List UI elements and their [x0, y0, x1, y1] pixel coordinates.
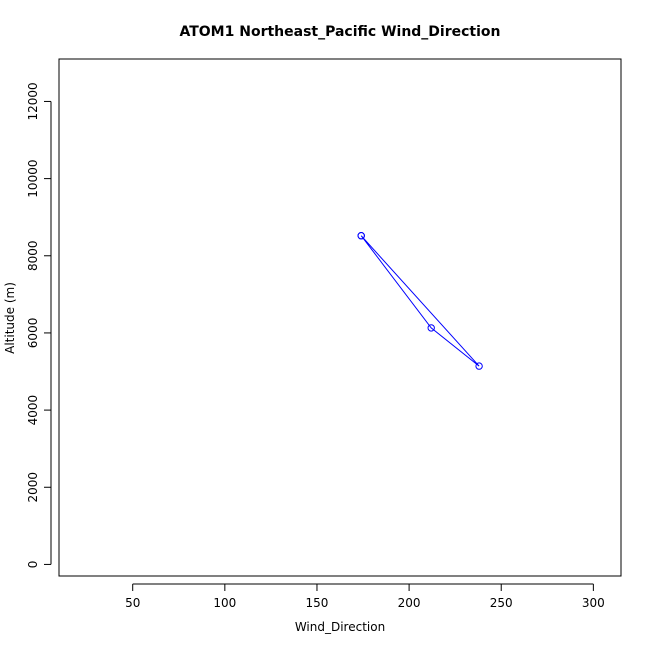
- y-tick-label: 10000: [26, 160, 40, 198]
- chart-title: ATOM1 Northeast_Pacific Wind_Direction: [179, 24, 500, 40]
- y-tick-label: 0: [26, 561, 40, 569]
- y-tick-label: 2000: [26, 472, 40, 503]
- y-axis: 0 2000 4000 6000 8000 10000 12000: [26, 82, 52, 569]
- y-tick-label: 8000: [26, 240, 40, 271]
- x-tick-label: 250: [490, 596, 513, 610]
- y-axis-label: Altitude (m): [3, 282, 17, 354]
- data-point: [357, 232, 365, 240]
- data-point: [475, 362, 483, 370]
- series-line: [360, 235, 480, 367]
- x-tick-label: 150: [306, 596, 329, 610]
- x-axis-label: Wind_Direction: [295, 620, 385, 634]
- series-layer: [357, 232, 483, 370]
- plot-frame: [58, 58, 622, 577]
- x-tick-label: 50: [125, 596, 140, 610]
- x-axis: 50 100 150 200 250 300: [125, 583, 605, 610]
- data-point: [427, 324, 435, 332]
- x-tick-label: 200: [398, 596, 421, 610]
- x-tick-label: 100: [213, 596, 236, 610]
- y-tick-label: 12000: [26, 82, 40, 120]
- y-tick-label: 6000: [26, 318, 40, 349]
- y-tick-label: 4000: [26, 395, 40, 426]
- x-tick-label: 300: [582, 596, 605, 610]
